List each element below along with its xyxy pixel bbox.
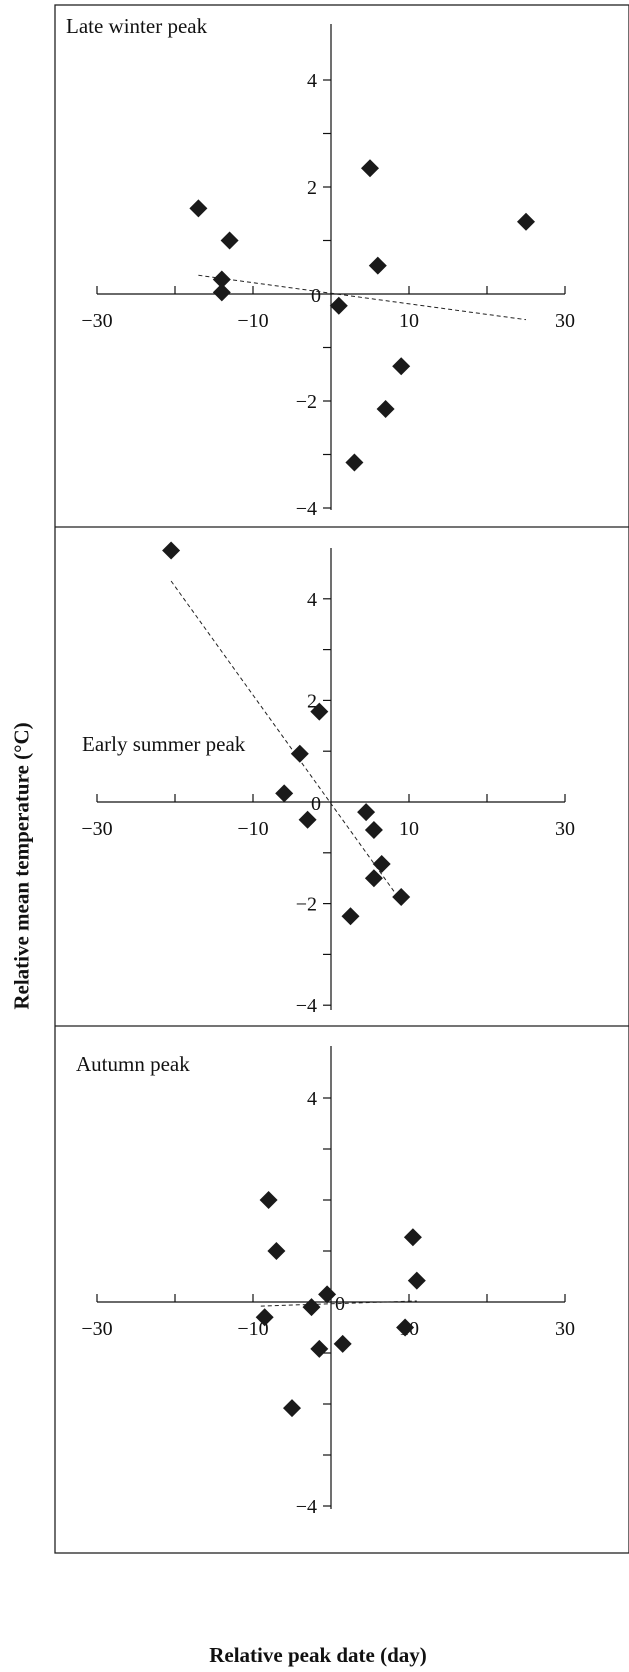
panel-1-x-tick-label: −10 — [237, 310, 268, 332]
panel-2-data-point — [290, 744, 309, 763]
y-axis-label: Relative mean temperature (°C) — [9, 722, 34, 1010]
panel-2-trendline — [170, 580, 398, 897]
panel-1-data-point — [220, 231, 239, 250]
panel-1-x-tick-label: −30 — [81, 310, 112, 332]
panel-1-y-tick-label: −2 — [296, 391, 317, 413]
panel-3-x-tick-label: −10 — [237, 1318, 268, 1340]
panel-title-autumn: Autumn peak — [76, 1052, 190, 1076]
panel-1-data-point — [361, 159, 379, 178]
panel-2-origin-label: 0 — [311, 793, 321, 815]
panel-1-y-tick-label: −4 — [296, 498, 317, 520]
panel-2-x-tick-label: 30 — [555, 818, 575, 840]
panel-3-trendline — [260, 1300, 417, 1307]
panel-3-data-point — [396, 1318, 415, 1337]
panel-2-data-point — [392, 887, 411, 906]
panel-2-y-tick-label: 4 — [307, 589, 317, 611]
panel-1-data-point — [368, 256, 387, 275]
panel-3-y-tick-label: −4 — [296, 1496, 317, 1518]
panel-1-x-tick-label: 30 — [555, 310, 575, 332]
panel-1-trendline — [198, 274, 527, 321]
panel-3-data-point — [333, 1334, 352, 1353]
panel-1-data-point — [392, 357, 411, 376]
panel-3-x-tick-label: −30 — [81, 1318, 112, 1340]
panel-3-y-tick-label: 4 — [307, 1088, 317, 1110]
panel-1-y-tick-label: 2 — [307, 177, 317, 199]
x-axis-label: Relative peak date (day) — [209, 1643, 427, 1667]
panel-1-data-point — [517, 212, 535, 231]
panel-2-data-point — [275, 784, 294, 803]
panel-3-data-point — [259, 1191, 278, 1209]
panel-2-data-point — [298, 810, 317, 829]
panel-2-y-tick-label: 2 — [307, 690, 317, 712]
panel-2-data-point — [364, 869, 383, 888]
panel-2-data-point — [341, 907, 360, 926]
panel-1-data-point — [345, 453, 364, 472]
panel-title-early-summer: Early summer peak — [82, 732, 246, 756]
panel-3-data-point — [318, 1285, 337, 1304]
panel-2-data-point — [357, 803, 376, 822]
panel-2-data-point — [162, 541, 181, 560]
panel-3-data-point — [302, 1298, 321, 1317]
panel-1-data-point — [212, 270, 231, 289]
panel-2-data-point — [364, 820, 383, 839]
panel-3-data-point — [403, 1228, 422, 1247]
panel-3-origin-label: 0 — [335, 1293, 345, 1315]
panel-3-data-point — [283, 1399, 301, 1418]
panel-2-y-tick-label: −2 — [296, 894, 317, 916]
panel-1-data-point — [189, 199, 208, 218]
panel-2-data-point — [372, 854, 391, 873]
panel-1-origin-label: 0 — [311, 285, 321, 307]
panel-3-data-point — [255, 1308, 274, 1327]
panel-3-data-point — [310, 1339, 329, 1358]
panel-title-late-winter: Late winter peak — [66, 14, 208, 38]
panel-2-x-tick-label: −10 — [237, 818, 268, 840]
panel-2-data-point — [310, 702, 329, 721]
panel-3-data-point — [267, 1242, 286, 1260]
panel-1-data-point — [376, 400, 395, 419]
panel-1-data-point — [329, 296, 348, 315]
panel-2-x-tick-label: 10 — [399, 818, 419, 840]
panel-3-data-point — [407, 1271, 426, 1290]
panel-1-y-tick-label: 4 — [307, 70, 317, 92]
figure-frame — [54, 4, 629, 1554]
panel-1-data-point — [212, 283, 231, 302]
panel-2-y-tick-label: −4 — [296, 995, 317, 1017]
panel-3-x-tick-label: 30 — [555, 1318, 575, 1340]
panel-2-x-tick-label: −30 — [81, 818, 112, 840]
panel-1-x-tick-label: 10 — [399, 310, 419, 332]
